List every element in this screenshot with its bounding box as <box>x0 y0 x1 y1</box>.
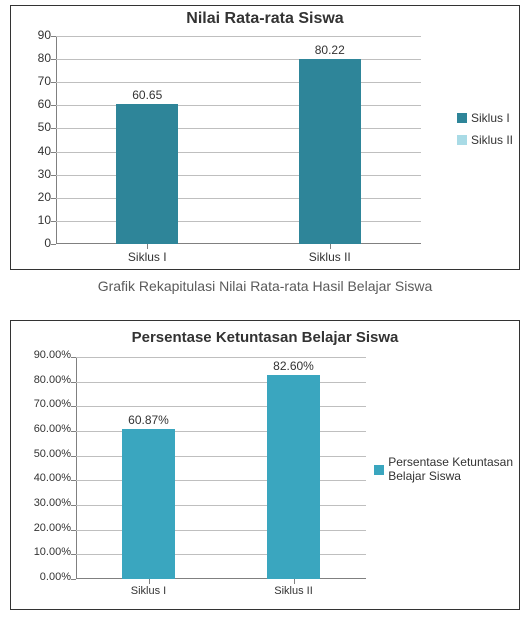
chart1-gridline <box>56 175 421 176</box>
chart2-gridline <box>76 530 366 531</box>
chart2-ytick <box>71 579 76 580</box>
chart2-gridline <box>76 505 366 506</box>
chart1-ytick-label: 50 <box>11 120 51 134</box>
chart1-ytick-label: 60 <box>11 97 51 111</box>
chart2-ytick-label: 0.00% <box>11 571 71 583</box>
chart1-legend-swatch <box>457 113 467 123</box>
chart2-ytick <box>71 406 76 407</box>
chart2-bar <box>267 375 319 579</box>
chart2-ytick <box>71 480 76 481</box>
chart2-bar <box>122 429 174 579</box>
chart2-gridline <box>76 406 366 407</box>
chart1-gridline <box>56 105 421 106</box>
chart1-x-axis-labels: Siklus I Siklus II <box>56 246 421 268</box>
chart1-gridline <box>56 59 421 60</box>
chart1-gridline <box>56 221 421 222</box>
chart2-y-axis <box>76 357 77 579</box>
chart1-ytick <box>51 128 56 129</box>
chart2-title: Persentase Ketuntasan Belajar Siswa <box>11 329 519 346</box>
chart1-xtick-label: Siklus I <box>128 250 167 264</box>
chart1-ytick <box>51 175 56 176</box>
chart2-legend-label: Persentase KetuntasanBelajar Siswa <box>388 456 513 484</box>
chart2-legend: Persentase KetuntasanBelajar Siswa <box>374 456 513 492</box>
chart1-legend: Siklus I Siklus II <box>457 111 513 155</box>
chart1-container: Nilai Rata-rata Siswa 0 10 20 30 40 50 60 70 80 9… <box>10 5 520 270</box>
chart2-bar-value-label: 60.87% <box>128 413 169 427</box>
chart2-ytick-label: 90.00% <box>11 349 71 361</box>
chart1-gridline <box>56 36 421 37</box>
chart1-ytick <box>51 59 56 60</box>
chart2-ytick-label: 10.00% <box>11 546 71 558</box>
chart1-ytick <box>51 82 56 83</box>
chart2-gridline <box>76 431 366 432</box>
chart1-ytick-label: 20 <box>11 190 51 204</box>
chart2-plot-area: 60.87% 82.60% <box>76 357 366 579</box>
chart2-x-axis <box>76 578 366 579</box>
chart1-gridline <box>56 128 421 129</box>
chart1-bar-value-label: 60.65 <box>132 88 162 102</box>
chart2-gridline <box>76 456 366 457</box>
chart1-y-axis-labels: 0102030405060708090 <box>11 36 51 244</box>
chart2-ytick-label: 80.00% <box>11 374 71 386</box>
chart1-caption: Grafik Rekapitulasi Nilai Rata-rata Hasi… <box>0 278 530 294</box>
chart2-ytick <box>71 357 76 358</box>
chart1-plot-area: 60.65 80.22 <box>56 36 421 244</box>
chart2-gridline <box>76 554 366 555</box>
chart2-ytick <box>71 530 76 531</box>
chart1-ytick <box>51 105 56 106</box>
chart1-legend-swatch <box>457 135 467 145</box>
chart1-ytick <box>51 36 56 37</box>
chart2-bar-value-label: 82.60% <box>273 359 314 373</box>
chart1-ytick <box>51 221 56 222</box>
chart1-ytick-label: 80 <box>11 51 51 65</box>
chart2-container: Persentase Ketuntasan Belajar Siswa 0.00… <box>10 320 520 610</box>
chart2-x-axis-labels: Siklus I Siklus II <box>76 581 366 603</box>
chart2-ytick <box>71 456 76 457</box>
chart1-legend-label: Siklus I <box>471 111 510 125</box>
chart2-ytick-label: 70.00% <box>11 398 71 410</box>
chart1-legend-label: Siklus II <box>471 133 513 147</box>
chart2-gridline <box>76 357 366 358</box>
chart2-ytick <box>71 554 76 555</box>
chart1-ytick <box>51 244 56 245</box>
chart1-gridline <box>56 152 421 153</box>
chart1-x-axis <box>56 243 421 244</box>
chart1-ytick-label: 0 <box>11 236 51 250</box>
chart2-legend-swatch <box>374 465 384 475</box>
chart1-ytick-label: 40 <box>11 144 51 158</box>
chart1-legend-item: Siklus II <box>457 133 513 147</box>
chart1-gridline <box>56 82 421 83</box>
chart2-y-axis-labels: 0.00%10.00%20.00%30.00%40.00%50.00%60.00… <box>11 357 71 579</box>
chart1-ytick-label: 30 <box>11 167 51 181</box>
chart2-legend-item: Persentase KetuntasanBelajar Siswa <box>374 456 513 484</box>
chart1-y-axis <box>56 36 57 244</box>
chart1-title: Nilai Rata-rata Siswa <box>11 10 519 28</box>
chart1-ytick-label: 70 <box>11 74 51 88</box>
chart2-ytick <box>71 431 76 432</box>
chart2-xtick-label: Siklus I <box>131 585 166 597</box>
chart1-xtick-label: Siklus II <box>309 250 351 264</box>
chart1-bar-value-label: 80.22 <box>315 43 345 57</box>
chart2-ytick-label: 50.00% <box>11 448 71 460</box>
chart2-gridline <box>76 382 366 383</box>
chart1-ytick-label: 10 <box>11 213 51 227</box>
chart1-bar <box>116 104 178 244</box>
chart1-gridline <box>56 198 421 199</box>
chart2-ytick <box>71 382 76 383</box>
chart1-ytick <box>51 152 56 153</box>
chart1-bar <box>299 59 361 244</box>
chart2-ytick-label: 20.00% <box>11 522 71 534</box>
chart1-ytick <box>51 198 56 199</box>
chart2-gridline <box>76 480 366 481</box>
chart2-xtick-label: Siklus II <box>274 585 313 597</box>
chart2-ytick-label: 40.00% <box>11 472 71 484</box>
chart2-ytick-label: 30.00% <box>11 497 71 509</box>
chart1-legend-item: Siklus I <box>457 111 513 125</box>
chart2-ytick-label: 60.00% <box>11 423 71 435</box>
chart1-ytick-label: 90 <box>11 28 51 42</box>
chart2-ytick <box>71 505 76 506</box>
